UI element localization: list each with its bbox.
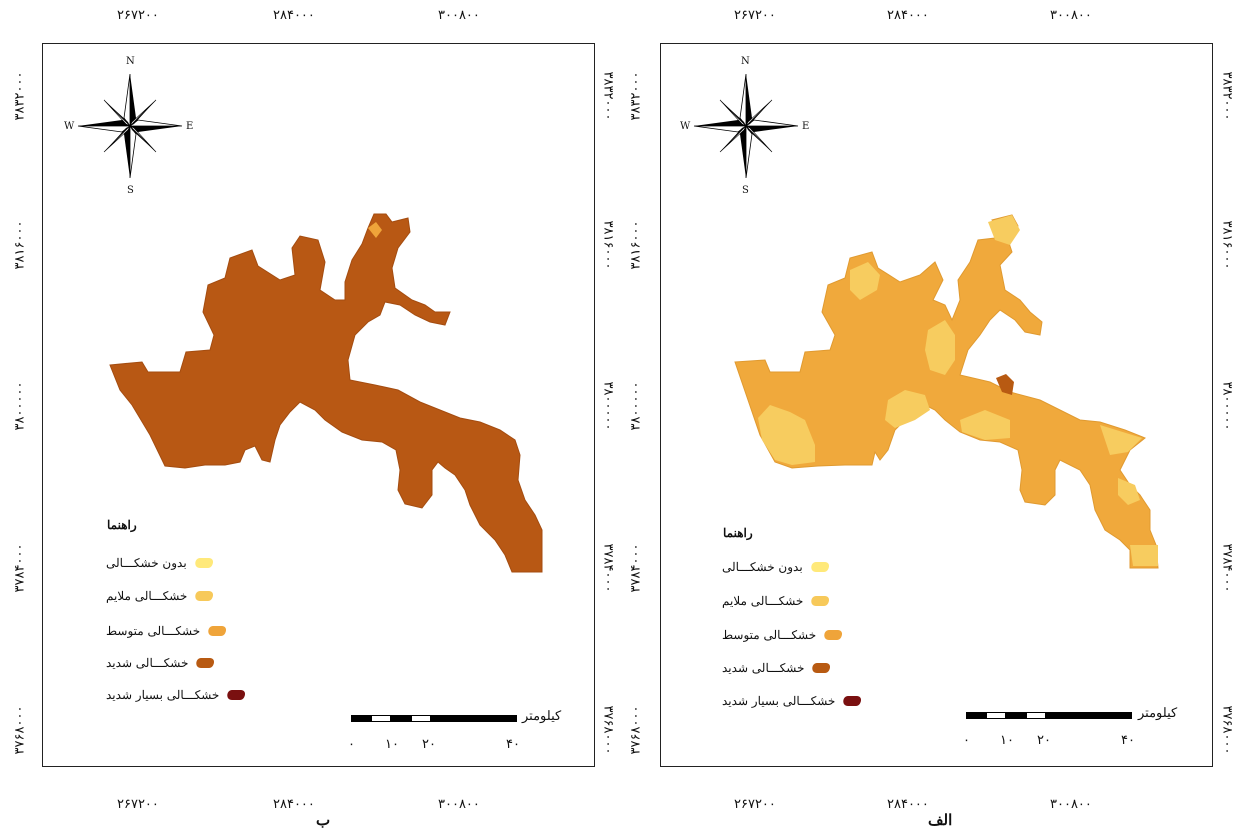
- x-tick-top: ۲۶۷۲۰۰: [117, 8, 159, 23]
- x-tick-bottom: ۳۰۰۸۰۰: [1050, 797, 1092, 812]
- patch-mild: [758, 405, 815, 465]
- scale-label: ۲۰: [1037, 733, 1051, 748]
- legend-item: خشکـــالی شدید: [106, 656, 217, 670]
- scale-bar-left: [351, 715, 517, 722]
- x-tick-bottom: ۲۶۷۲۰۰: [734, 797, 776, 812]
- legend-swatch: [192, 558, 215, 568]
- legend-swatch: [194, 658, 217, 668]
- legend-swatch: [841, 696, 864, 706]
- legend-swatch: [809, 596, 832, 606]
- scale-label: ۲۰: [422, 737, 436, 752]
- basin-moderate-drought: [734, 214, 1159, 569]
- compass-e: E: [186, 121, 195, 132]
- legend-swatch: [206, 626, 228, 636]
- legend-item: خشکـــالی ملایم: [106, 589, 216, 603]
- x-tick-top: ۳۰۰۸۰۰: [438, 8, 480, 23]
- scale-label: ۱۰: [1000, 733, 1014, 748]
- legend-item: خشکـــالی ملایم: [722, 594, 832, 608]
- patch-mild: [1118, 478, 1140, 505]
- legend-swatch: [822, 630, 844, 640]
- patch-mild: [885, 390, 930, 428]
- scale-unit: کیلومتر: [1138, 706, 1178, 721]
- scale-label: ۱۰: [385, 737, 399, 752]
- x-tick-bottom: ۲۶۷۲۰۰: [117, 797, 159, 812]
- scale-unit: کیلومتر: [522, 709, 562, 724]
- patch-mild: [1130, 545, 1158, 566]
- patch-moderate: [368, 222, 382, 238]
- legend-item: خشکـــالی بسیار شدید: [722, 694, 864, 708]
- legend-swatch: [193, 591, 216, 601]
- legend-title: راهنما: [723, 526, 753, 540]
- patch-mild: [960, 410, 1010, 440]
- compass-s: S: [127, 185, 135, 196]
- legend-item: بدون خشکـــالی: [106, 556, 215, 570]
- x-tick-top: ۲۶۷۲۰۰: [734, 8, 776, 23]
- compass-n: N: [741, 56, 751, 67]
- scale-label: ۰: [348, 737, 355, 752]
- legend-title: راهنما: [107, 518, 137, 532]
- compass-rose-left: [77, 73, 183, 179]
- scale-label: ۴۰: [506, 737, 520, 752]
- legend-swatch: [810, 663, 833, 673]
- compass-n: N: [126, 56, 136, 67]
- patch-mild: [988, 215, 1020, 245]
- compass-rose-right: [693, 73, 799, 179]
- legend-item: خشکـــالی متوسط: [722, 628, 844, 642]
- basin-map-left: [109, 213, 543, 573]
- scale-label: ۰: [963, 733, 970, 748]
- compass-s: S: [742, 185, 750, 196]
- compass-w: W: [680, 121, 692, 132]
- legend-item: خشکـــالی متوسط: [106, 624, 228, 638]
- legend-item: بدون خشکـــالی: [722, 560, 831, 574]
- legend-item: خشکـــالی شدید: [722, 661, 833, 675]
- x-tick-top: ۲۸۴۰۰۰: [273, 8, 315, 23]
- panel-label: الف: [928, 811, 953, 829]
- panel-label: ب: [316, 811, 331, 829]
- x-tick-bottom: ۳۰۰۸۰۰: [438, 797, 480, 812]
- x-tick-bottom: ۲۸۴۰۰۰: [887, 797, 929, 812]
- scale-bar-right: [966, 712, 1132, 719]
- patch-mild: [1100, 425, 1142, 455]
- x-tick-top: ۲۸۴۰۰۰: [887, 8, 929, 23]
- patch-severe: [996, 374, 1014, 395]
- legend-item: خشکـــالی بسیار شدید: [106, 688, 248, 702]
- legend-swatch: [225, 690, 248, 700]
- map-panel-left: ۲۶۷۲۰۰ ۲۸۴۰۰۰ ۳۰۰۸۰۰ ۲۶۷۲۰۰ ۲۸۴۰۰۰ ۳۰۰۸۰…: [0, 0, 620, 836]
- basin-severe-drought: [109, 213, 543, 573]
- patch-mild: [850, 262, 880, 300]
- legend-swatch: [808, 562, 831, 572]
- x-tick-bottom: ۲۸۴۰۰۰: [273, 797, 315, 812]
- compass-w: W: [64, 121, 76, 132]
- compass-e: E: [802, 121, 811, 132]
- x-tick-top: ۳۰۰۸۰۰: [1050, 8, 1092, 23]
- scale-label: ۴۰: [1121, 733, 1135, 748]
- patch-mild: [925, 320, 955, 375]
